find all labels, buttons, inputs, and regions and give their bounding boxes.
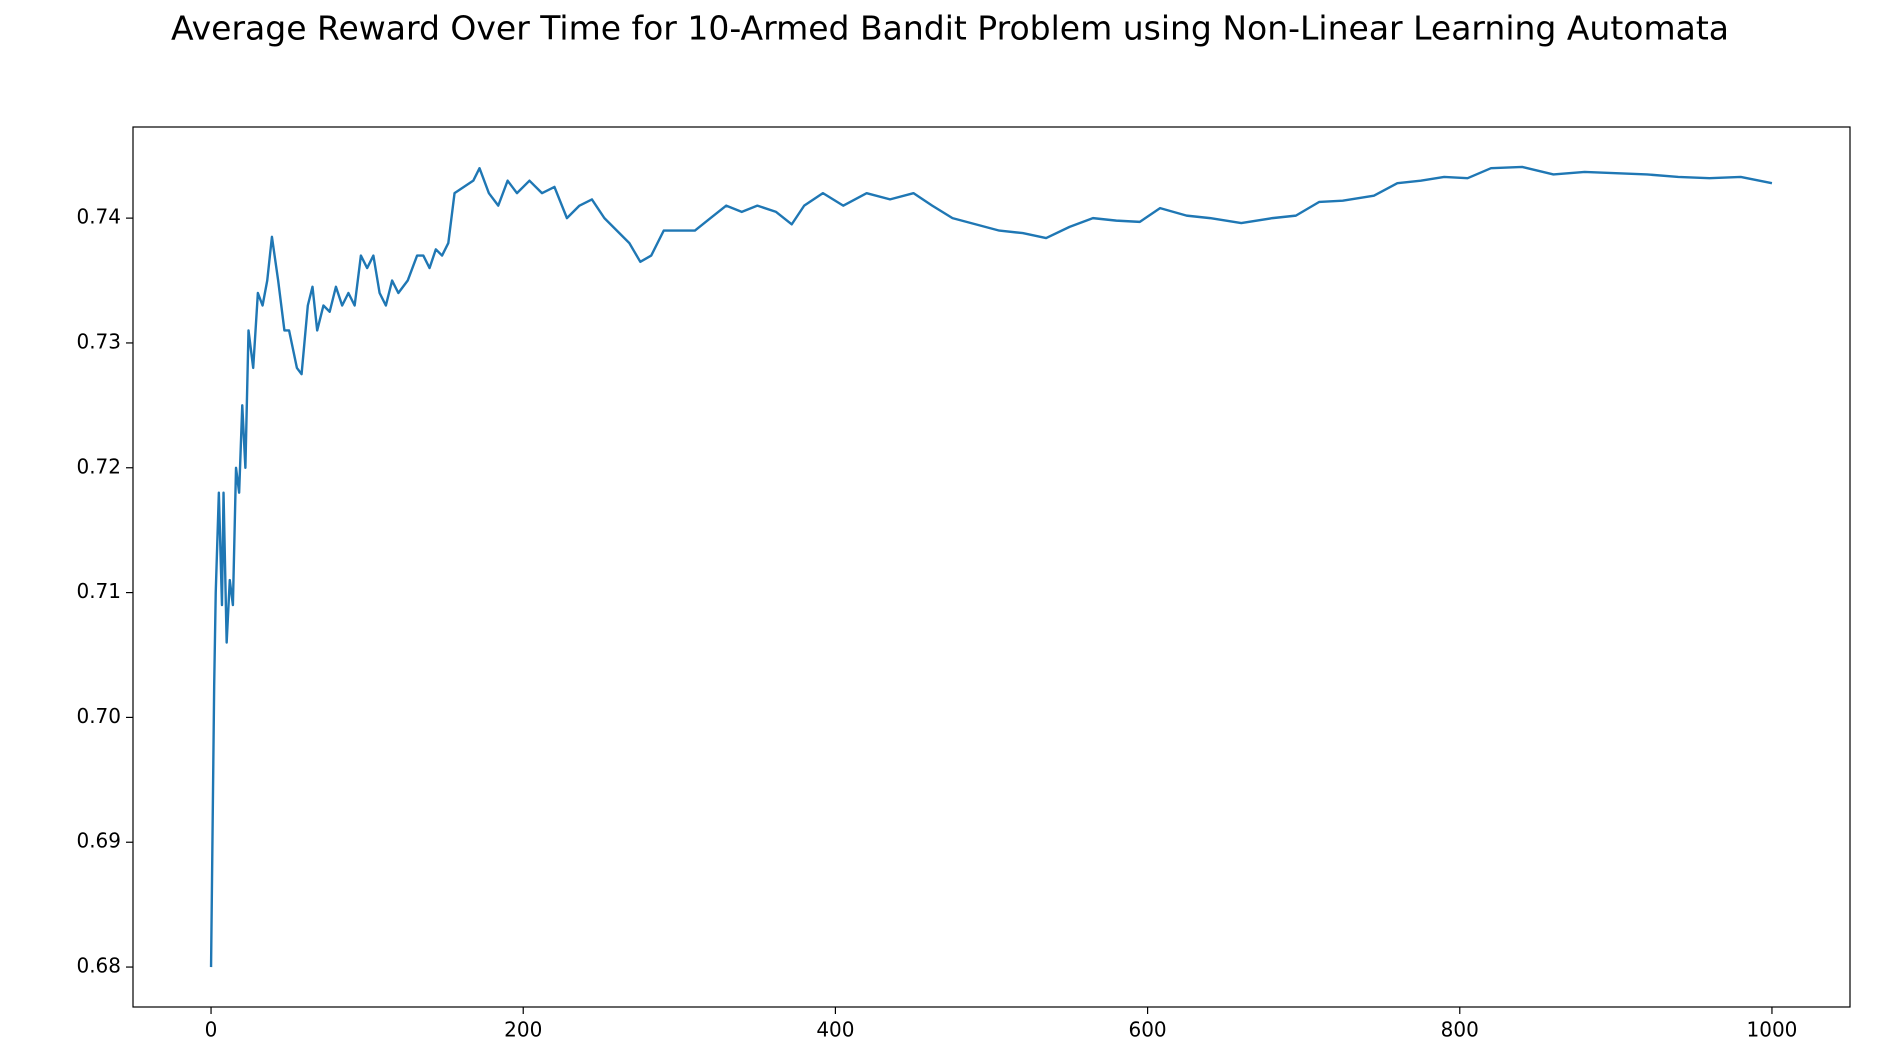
y-tick-label: 0.73 (76, 329, 121, 353)
y-tick-label: 0.70 (76, 704, 121, 728)
plot-frame (132, 126, 1851, 1008)
x-tick-label: 0 (205, 1018, 218, 1042)
x-tick-label: 800 (1441, 1018, 1479, 1042)
y-tick-label: 0.68 (76, 954, 121, 978)
y-tick-label: 0.74 (76, 205, 121, 229)
chart-title: Average Reward Over Time for 10-Armed Ba… (171, 9, 1729, 48)
x-tick-label: 400 (816, 1018, 854, 1042)
data-line (209, 165, 1773, 968)
y-tick-label: 0.69 (76, 829, 121, 853)
x-tick-label: 600 (1128, 1018, 1166, 1042)
x-tick-label: 1000 (1747, 1018, 1798, 1042)
y-tick-label: 0.71 (76, 579, 121, 603)
y-tick-label: 0.72 (76, 454, 121, 478)
x-tick-label: 200 (504, 1018, 542, 1042)
